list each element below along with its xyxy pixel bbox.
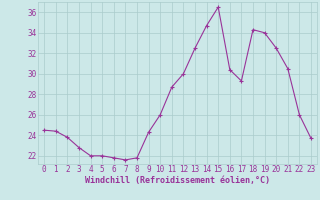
- X-axis label: Windchill (Refroidissement éolien,°C): Windchill (Refroidissement éolien,°C): [85, 176, 270, 185]
